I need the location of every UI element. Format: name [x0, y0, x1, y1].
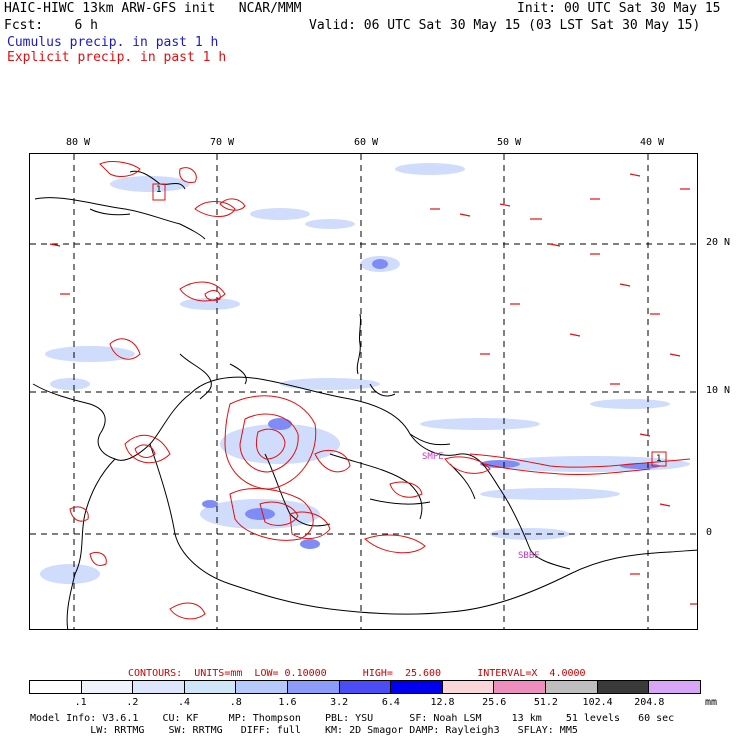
- lon-label-50w: 50 W: [497, 137, 522, 148]
- colorbar-swatch-6: [339, 681, 392, 693]
- colorbar-label-11: 204.8: [634, 697, 665, 708]
- station-label-sbbe: SBBE: [518, 551, 540, 561]
- colorbar-swatch-0: [30, 681, 82, 693]
- colorbar-swatch-1: [81, 681, 134, 693]
- colorbar-swatch-7: [391, 681, 443, 693]
- colorbar-label-8: 25.6: [482, 697, 507, 708]
- init-time: Init: 00 UTC Sat 30 May 15: [517, 1, 721, 16]
- plot-title: HAIC-HIWC 13km ARW-GFS init NCAR/MMM: [4, 1, 302, 16]
- lat-label-10n: 10 N: [706, 385, 731, 396]
- colorbar-label-3: .8: [229, 697, 242, 708]
- contours-info: CONTOURS: UNITS=mm LOW= 0.10000 HIGH= 25…: [128, 668, 586, 679]
- model-info-line2: LW: RRTMG SW: RRTMG DIFF: full KM: 2D Sm…: [30, 725, 578, 736]
- coastlines: [32, 170, 697, 629]
- colorbar-label-10: 102.4: [582, 697, 613, 708]
- colorbar-label-0: .1: [74, 697, 87, 708]
- cumulus-precip-patches: [40, 163, 690, 584]
- location-boxes: [152, 183, 667, 467]
- precip-map: 1 1 SMPE SBBE: [29, 153, 698, 630]
- explicit-precip-contours: [69, 161, 691, 620]
- box-label-west: 1: [156, 185, 162, 195]
- colorbar-swatch-10: [546, 681, 598, 693]
- colorbar-swatch-4: [236, 681, 289, 693]
- colorbar-swatch-11: [597, 681, 650, 693]
- colorbar-swatch-3: [184, 681, 237, 693]
- lon-label-80w: 80 W: [66, 137, 91, 148]
- lon-label-70w: 70 W: [210, 137, 235, 148]
- box-label-east: 1: [656, 454, 662, 464]
- valid-time: Valid: 06 UTC Sat 30 May 15 (03 LST Sat …: [309, 18, 701, 33]
- colorbar-label-1: .2: [126, 697, 139, 708]
- colorbar-label-4: 1.6: [278, 697, 297, 708]
- map-graphic: [30, 154, 697, 629]
- explicit-legend-label: Explicit precip. in past 1 h: [7, 50, 227, 65]
- colorbar-label-7: 12.8: [430, 697, 455, 708]
- model-info-line1: Model Info: V3.6.1 CU: KF MP: Thompson P…: [30, 713, 675, 724]
- colorbar-swatch-8: [442, 681, 495, 693]
- colorbar-swatch-2: [133, 681, 185, 693]
- colorbar-label-2: .4: [178, 697, 191, 708]
- colorbar-label-6: 6.4: [381, 697, 400, 708]
- colorbar-label-5: 3.2: [330, 697, 349, 708]
- colorbar-swatch-12: [649, 681, 700, 693]
- forecast-hour: Fcst: 6 h: [4, 18, 98, 33]
- cumulus-legend-label: Cumulus precip. in past 1 h: [7, 35, 219, 50]
- colorbar-label-9: 51.2: [533, 697, 558, 708]
- station-label-smpe: SMPE: [422, 452, 444, 462]
- lat-label-20n: 20 N: [706, 237, 731, 248]
- cumulus-precip-strong: [202, 259, 660, 549]
- lat-label-0: 0: [706, 527, 713, 538]
- lon-label-40w: 40 W: [640, 137, 665, 148]
- colorbar-units: mm: [705, 697, 718, 708]
- explicit-precip-cells: [49, 173, 697, 605]
- colorbar-swatch-5: [288, 681, 340, 693]
- lon-label-60w: 60 W: [354, 137, 379, 148]
- lat-lon-grid: [30, 154, 697, 629]
- colorbar-swatch-9: [494, 681, 547, 693]
- precip-colorbar: [29, 680, 701, 694]
